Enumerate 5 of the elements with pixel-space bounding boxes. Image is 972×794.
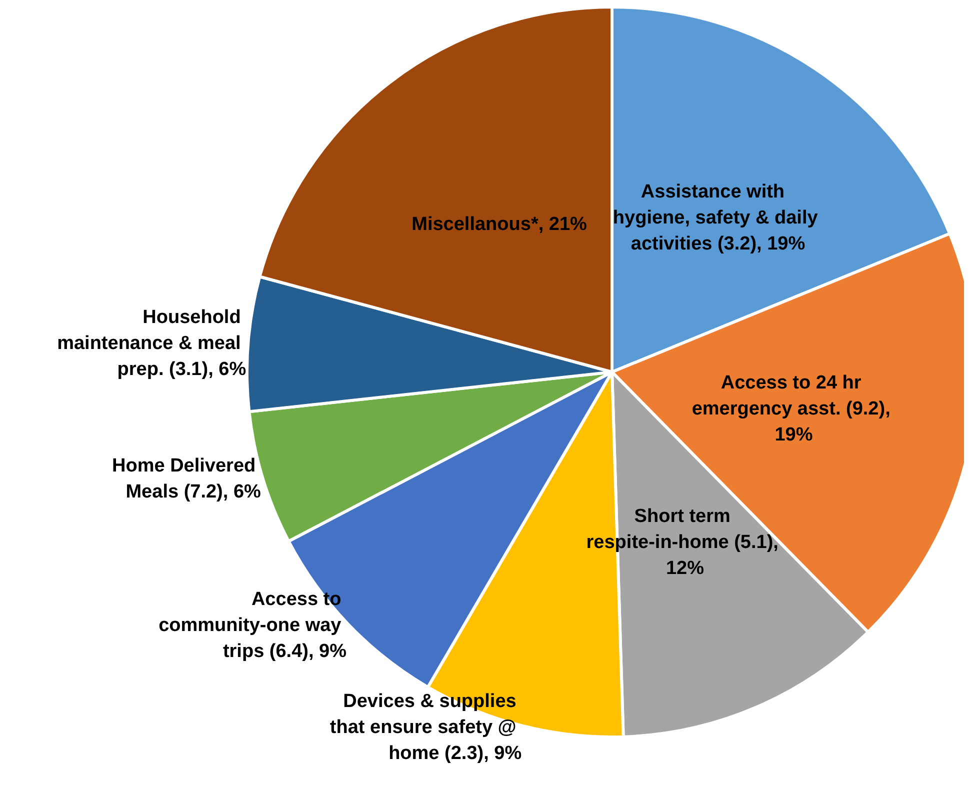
slice-label: Home Delivered Meals (7.2), 6%: [112, 455, 262, 502]
slice-label: Assistance with hygiene, safety & daily activities (3.2), 19%: [612, 181, 818, 254]
slice-label: Miscellanous*, 21%: [412, 214, 588, 236]
slice-label: Household maintenance & meal prep. (3.1), 6%: [57, 306, 246, 380]
slice-label: Access to 24 hr emergency asst. (9.2), 19%: [692, 372, 896, 446]
